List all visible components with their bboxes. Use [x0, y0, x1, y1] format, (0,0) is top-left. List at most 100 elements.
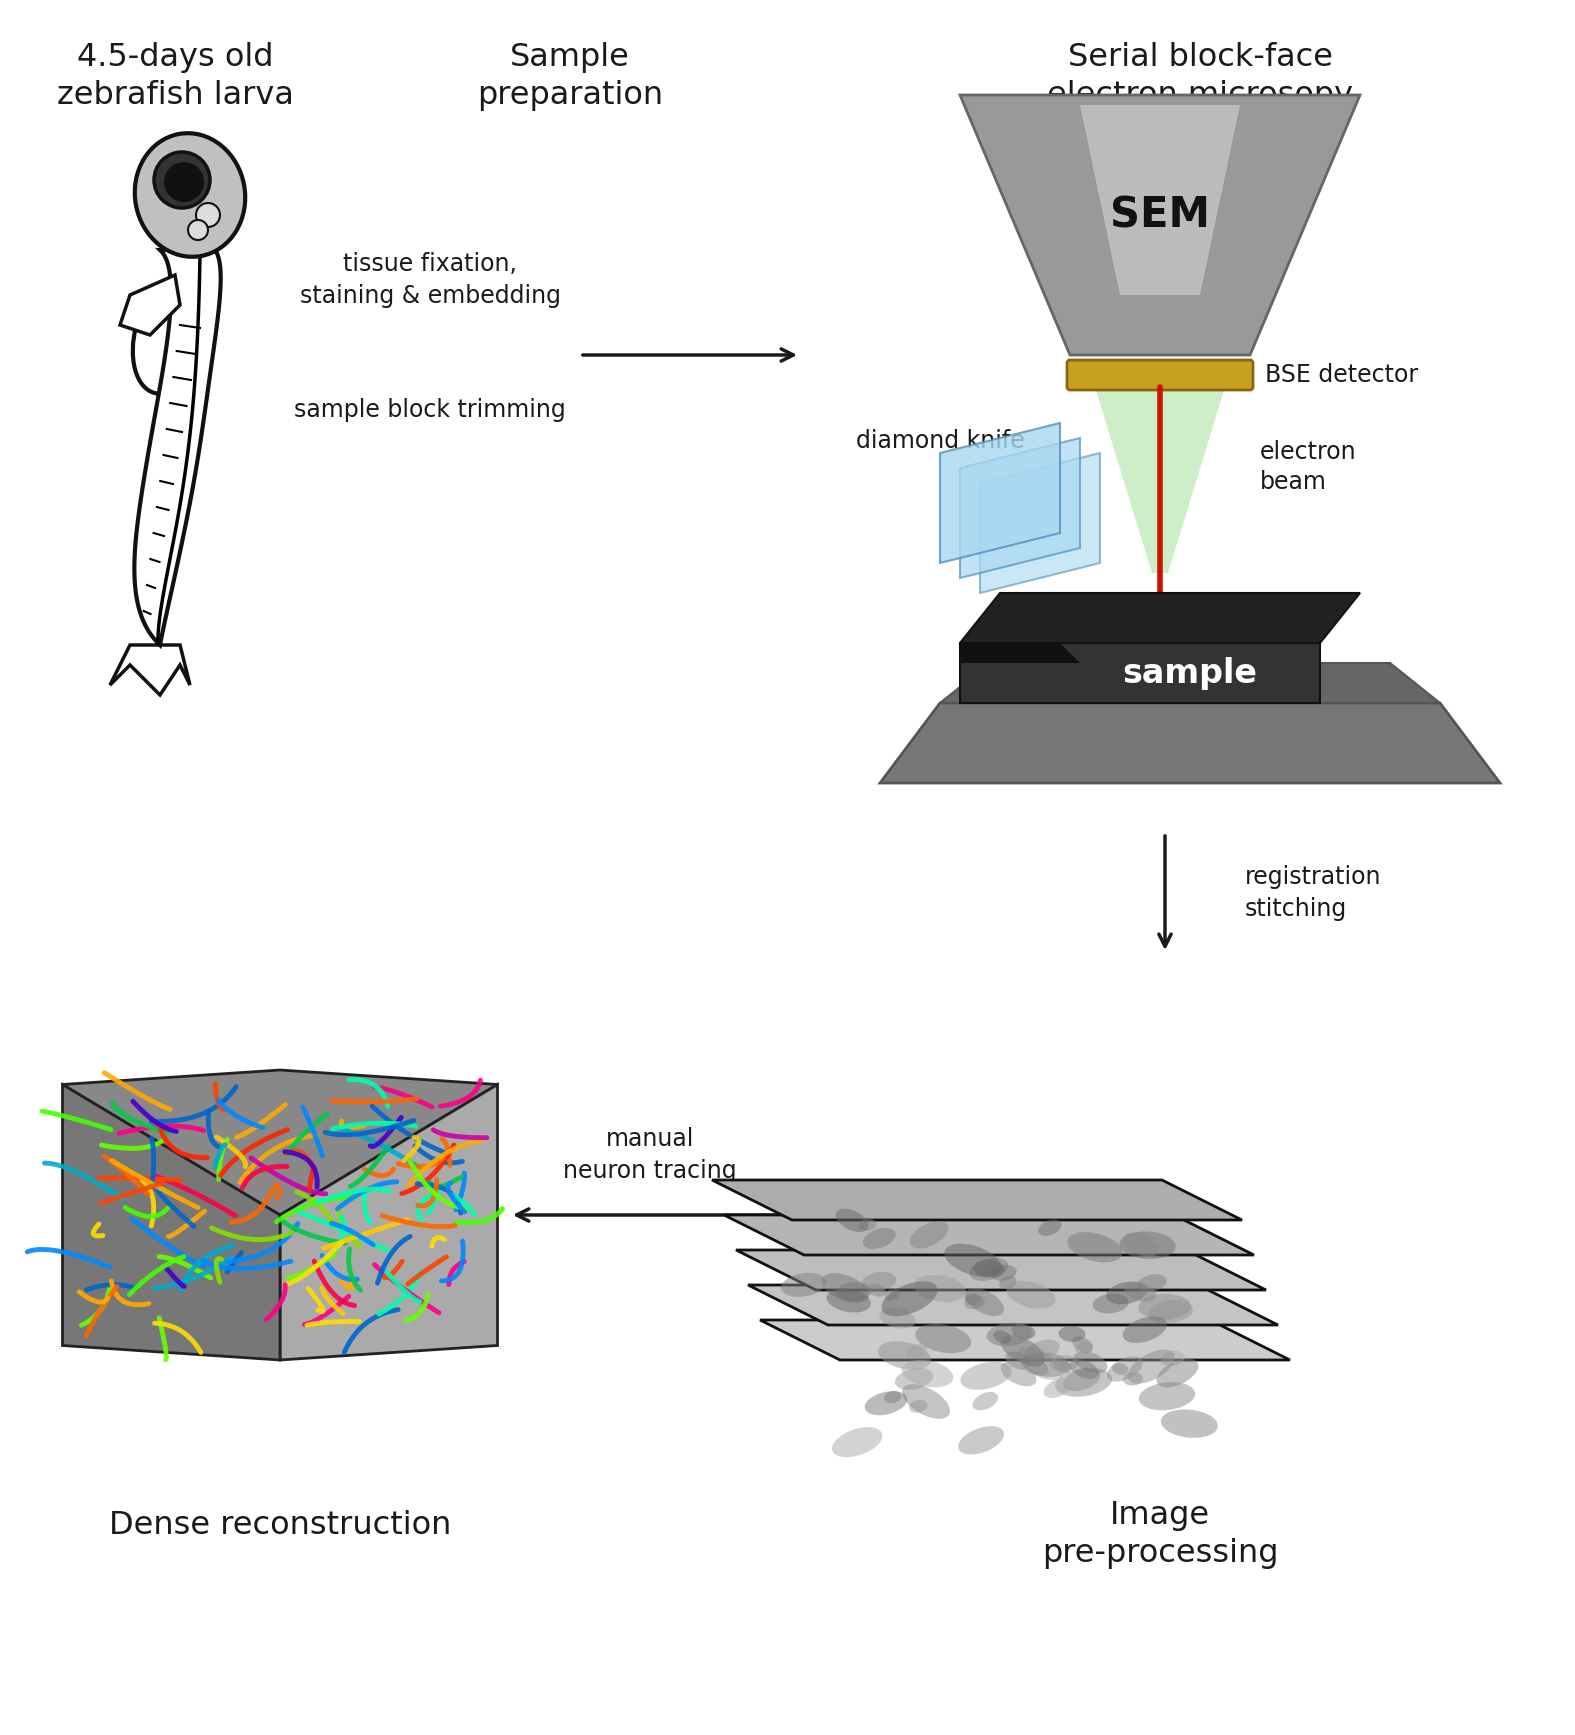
Ellipse shape: [1073, 1336, 1093, 1353]
FancyBboxPatch shape: [1066, 359, 1254, 390]
Ellipse shape: [958, 1426, 1003, 1454]
Polygon shape: [761, 1320, 1290, 1360]
Polygon shape: [63, 1070, 498, 1214]
Ellipse shape: [895, 1367, 934, 1390]
Polygon shape: [748, 1286, 1277, 1326]
Ellipse shape: [836, 1282, 871, 1301]
Ellipse shape: [1000, 1362, 1036, 1386]
Ellipse shape: [884, 1391, 901, 1404]
Ellipse shape: [1049, 1355, 1079, 1372]
Polygon shape: [63, 1084, 280, 1360]
Polygon shape: [724, 1214, 1254, 1254]
Ellipse shape: [973, 1260, 1005, 1277]
Ellipse shape: [1161, 1352, 1184, 1365]
Ellipse shape: [943, 1244, 1002, 1277]
Ellipse shape: [135, 134, 246, 257]
Ellipse shape: [1068, 1232, 1123, 1263]
Ellipse shape: [970, 1258, 1008, 1280]
Text: Dense reconstruction: Dense reconstruction: [109, 1509, 450, 1541]
Polygon shape: [134, 250, 220, 645]
Ellipse shape: [822, 1273, 869, 1303]
Ellipse shape: [1123, 1234, 1158, 1256]
Text: Image
pre-processing: Image pre-processing: [1041, 1501, 1279, 1568]
Ellipse shape: [832, 1428, 882, 1457]
Ellipse shape: [1139, 1383, 1195, 1411]
Polygon shape: [961, 95, 1359, 356]
Ellipse shape: [781, 1273, 827, 1298]
Ellipse shape: [910, 1221, 948, 1249]
Polygon shape: [1080, 106, 1240, 295]
Ellipse shape: [1128, 1350, 1175, 1385]
Ellipse shape: [909, 1400, 928, 1412]
Polygon shape: [880, 703, 1499, 782]
Ellipse shape: [915, 1324, 972, 1353]
Polygon shape: [980, 453, 1099, 593]
Text: 4.5-days old
zebrafish larva: 4.5-days old zebrafish larva: [57, 42, 293, 111]
Text: tissue fixation,
staining & embedding: tissue fixation, staining & embedding: [299, 252, 561, 307]
Ellipse shape: [1107, 1357, 1142, 1381]
Polygon shape: [961, 644, 1320, 703]
Circle shape: [195, 203, 221, 227]
Ellipse shape: [1123, 1372, 1143, 1386]
Ellipse shape: [1024, 1359, 1049, 1376]
Ellipse shape: [994, 1331, 1011, 1343]
Ellipse shape: [986, 1322, 1032, 1346]
Polygon shape: [736, 1249, 1266, 1291]
Ellipse shape: [999, 1275, 1016, 1289]
Text: SEM: SEM: [1110, 194, 1210, 236]
Text: manual
neuron tracing: manual neuron tracing: [564, 1128, 737, 1183]
Ellipse shape: [868, 1284, 885, 1296]
Polygon shape: [712, 1180, 1243, 1220]
Ellipse shape: [836, 1209, 868, 1232]
Ellipse shape: [877, 1341, 931, 1369]
Ellipse shape: [1093, 1294, 1129, 1313]
Polygon shape: [961, 644, 1080, 663]
Ellipse shape: [1148, 1300, 1194, 1324]
Text: Sample
preparation: Sample preparation: [477, 42, 663, 111]
Ellipse shape: [1156, 1359, 1199, 1388]
Polygon shape: [961, 437, 1080, 578]
Polygon shape: [961, 593, 1359, 644]
Ellipse shape: [1074, 1352, 1107, 1374]
Ellipse shape: [1011, 1324, 1035, 1339]
Ellipse shape: [1112, 1364, 1128, 1374]
Ellipse shape: [913, 1275, 967, 1301]
Ellipse shape: [882, 1282, 937, 1317]
Polygon shape: [120, 276, 180, 335]
Polygon shape: [1095, 387, 1225, 573]
Ellipse shape: [1120, 1232, 1175, 1260]
Ellipse shape: [1005, 1352, 1032, 1371]
Polygon shape: [280, 1084, 498, 1360]
Ellipse shape: [1076, 1341, 1093, 1353]
Ellipse shape: [863, 1228, 896, 1249]
Text: BSE detector: BSE detector: [1265, 363, 1418, 387]
Ellipse shape: [1055, 1367, 1112, 1397]
Ellipse shape: [1125, 1282, 1156, 1301]
Ellipse shape: [902, 1385, 950, 1419]
Ellipse shape: [1069, 1359, 1099, 1379]
Ellipse shape: [991, 1265, 1016, 1280]
Ellipse shape: [1063, 1367, 1101, 1391]
Ellipse shape: [879, 1308, 915, 1329]
Ellipse shape: [965, 1293, 981, 1305]
Ellipse shape: [1006, 1280, 1055, 1308]
Ellipse shape: [901, 1360, 953, 1388]
Ellipse shape: [1106, 1282, 1147, 1305]
Circle shape: [164, 161, 205, 201]
Ellipse shape: [1058, 1326, 1085, 1341]
Ellipse shape: [1024, 1339, 1060, 1362]
Polygon shape: [110, 645, 191, 696]
Text: electron
beam: electron beam: [1260, 441, 1356, 494]
Ellipse shape: [964, 1296, 984, 1310]
Ellipse shape: [973, 1391, 999, 1411]
Ellipse shape: [1002, 1336, 1046, 1367]
Ellipse shape: [865, 1391, 907, 1416]
Circle shape: [154, 153, 209, 208]
Circle shape: [187, 220, 208, 239]
Text: registration
stitching: registration stitching: [1244, 866, 1381, 921]
Text: sample block trimming: sample block trimming: [295, 397, 565, 422]
Ellipse shape: [1161, 1409, 1217, 1438]
Ellipse shape: [827, 1289, 871, 1312]
Ellipse shape: [965, 1287, 1003, 1317]
Ellipse shape: [884, 1287, 899, 1301]
